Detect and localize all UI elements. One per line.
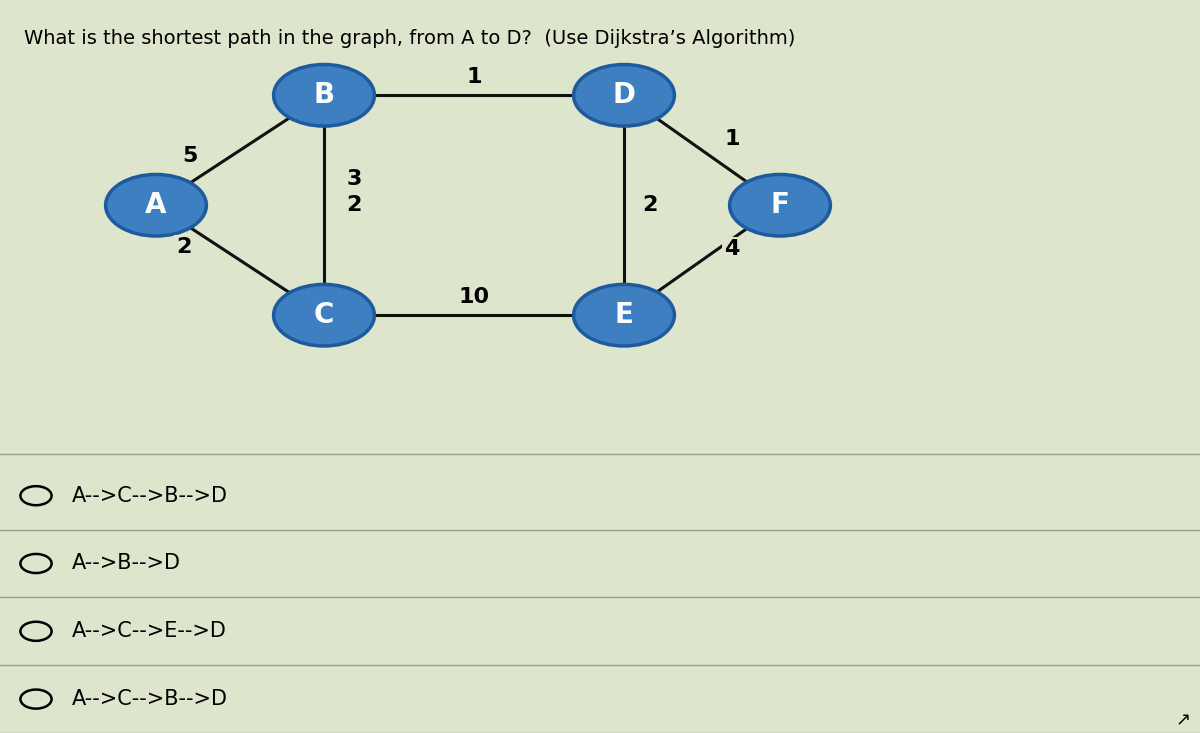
Text: E: E — [614, 301, 634, 329]
Text: A-->C-->E-->D: A-->C-->E-->D — [72, 622, 227, 641]
Text: 4: 4 — [725, 239, 739, 259]
Text: B: B — [313, 81, 335, 109]
Text: 1: 1 — [725, 129, 739, 150]
Circle shape — [730, 174, 830, 236]
Text: 10: 10 — [458, 287, 490, 307]
Text: D: D — [612, 81, 636, 109]
Circle shape — [274, 284, 374, 346]
Text: A-->C-->B-->D: A-->C-->B-->D — [72, 689, 228, 709]
Text: 2: 2 — [347, 195, 361, 216]
Text: 2: 2 — [643, 195, 658, 216]
Text: 2: 2 — [176, 237, 192, 257]
Text: F: F — [770, 191, 790, 219]
Text: 1: 1 — [467, 67, 481, 87]
Circle shape — [106, 174, 206, 236]
Text: A: A — [145, 191, 167, 219]
Circle shape — [574, 284, 674, 346]
Text: C: C — [314, 301, 334, 329]
Circle shape — [274, 65, 374, 126]
Text: 3: 3 — [347, 169, 361, 189]
Text: A-->C-->B-->D: A-->C-->B-->D — [72, 486, 228, 506]
Text: A-->B-->D: A-->B-->D — [72, 553, 181, 573]
Text: ↗: ↗ — [1175, 711, 1190, 729]
Text: 5: 5 — [182, 146, 198, 166]
Circle shape — [574, 65, 674, 126]
Text: What is the shortest path in the graph, from A to D?  (Use Dijkstra’s Algorithm): What is the shortest path in the graph, … — [24, 29, 796, 48]
